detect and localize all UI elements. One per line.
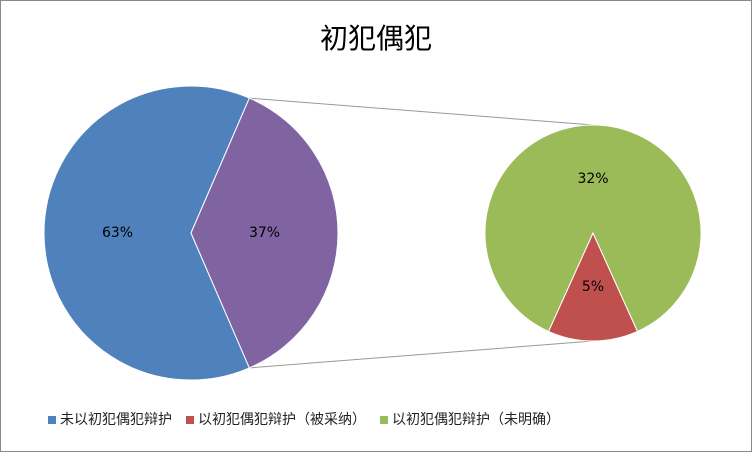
- connector-line: [249, 97, 594, 126]
- pie-slice: [547, 231, 639, 342]
- legend-label: 以初犯偶犯辩护（未明确）: [392, 411, 560, 428]
- chart-title: 初犯偶犯: [320, 22, 432, 55]
- data-label: 37%: [249, 225, 280, 241]
- pie-slice: [190, 97, 339, 369]
- data-label: 32%: [577, 171, 608, 187]
- legend-marker: [380, 416, 388, 424]
- data-label: 63%: [102, 225, 133, 241]
- legend-marker: [48, 416, 56, 424]
- connector-line: [249, 340, 594, 369]
- legend-label: 以初犯偶犯辩护（被采纳）: [198, 411, 366, 428]
- pie-slice: [484, 124, 702, 333]
- data-label: 5%: [582, 279, 604, 295]
- legend-marker: [186, 416, 194, 424]
- pie-slice: [43, 85, 251, 381]
- legend-label: 未以初犯偶犯辩护: [60, 411, 172, 428]
